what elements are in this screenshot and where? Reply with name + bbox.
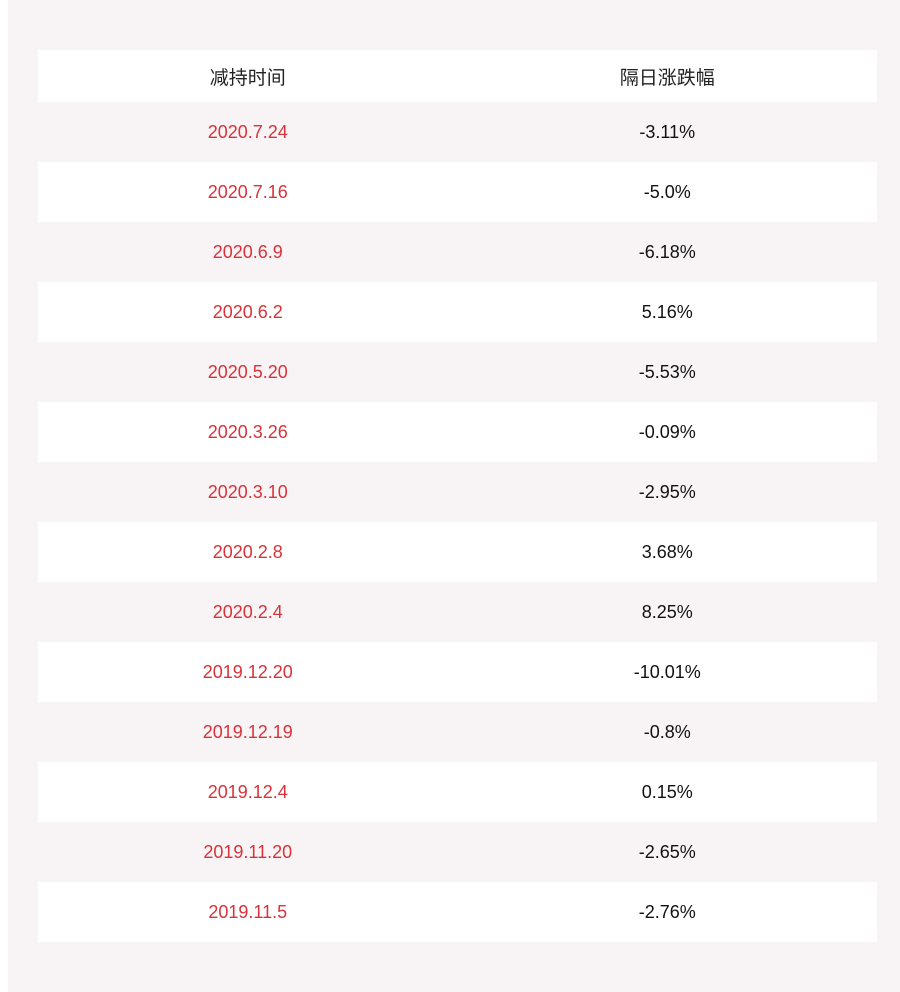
header-next-day-change: 隔日涨跌幅: [619, 66, 715, 89]
reduction-date: 2019.11.20: [203, 841, 293, 862]
next-day-change: -0.09%: [638, 421, 696, 442]
table-row: 2019.11.5 -2.76%: [38, 882, 877, 942]
reduction-date: 2019.12.20: [202, 661, 293, 682]
table-header: 减持时间 隔日涨跌幅: [38, 50, 877, 102]
reduction-date: 2020.3.10: [207, 481, 288, 502]
table-row: 2020.6.2 5.16%: [38, 282, 877, 342]
reduction-date: 2020.5.20: [207, 361, 288, 382]
next-day-change: 0.15%: [641, 781, 693, 802]
next-day-change: -2.65%: [638, 841, 696, 862]
reduction-date: 2019.11.5: [208, 901, 288, 922]
next-day-change: -3.11%: [639, 121, 696, 142]
table-row: 2019.12.19 -0.8%: [38, 702, 877, 762]
next-day-change: 3.68%: [641, 541, 693, 562]
next-day-change: -0.8%: [643, 721, 691, 742]
content-panel: 减持时间 隔日涨跌幅 2020.7.24 -3.11% 2020.7.16 -5.0%…: [8, 0, 900, 992]
table-row: 2020.3.10 -2.95%: [38, 462, 877, 522]
next-day-change: -2.95%: [638, 481, 696, 502]
table-row: 2020.3.26 -0.09%: [38, 402, 877, 462]
next-day-change: -10.01%: [633, 661, 701, 682]
reduction-date: 2020.6.9: [212, 241, 283, 262]
reduction-date: 2019.12.4: [207, 781, 288, 802]
next-day-change: -2.76%: [638, 901, 696, 922]
next-day-change: 5.16%: [641, 301, 693, 322]
table-row: 2019.12.4 0.15%: [38, 762, 877, 822]
next-day-change: 8.25%: [641, 601, 693, 622]
next-day-change: -6.18%: [638, 241, 696, 262]
reduction-date: 2020.2.4: [212, 601, 283, 622]
next-day-change: -5.53%: [638, 361, 696, 382]
header-reduction-time: 减持时间: [209, 66, 286, 89]
table-row: 2020.2.4 8.25%: [38, 582, 877, 642]
table-row: 2020.6.9 -6.18%: [38, 222, 877, 282]
reduction-date: 2020.2.8: [212, 541, 283, 562]
reduction-date: 2019.12.19: [202, 721, 293, 742]
table-row: 2020.2.8 3.68%: [38, 522, 877, 582]
next-day-change: -5.0%: [643, 181, 691, 202]
reduction-date: 2020.7.16: [207, 181, 288, 202]
table-row: 2019.11.20 -2.65%: [38, 822, 877, 882]
reduction-date: 2020.3.26: [207, 421, 288, 442]
table-row: 2020.5.20 -5.53%: [38, 342, 877, 402]
table-row: 2019.12.20 -10.01%: [38, 642, 877, 702]
table-row: 2020.7.24 -3.11%: [38, 102, 877, 162]
reduction-date: 2020.7.24: [207, 121, 288, 142]
reduction-table: 减持时间 隔日涨跌幅 2020.7.24 -3.11% 2020.7.16 -5.0%…: [38, 50, 877, 942]
reduction-date: 2020.6.2: [212, 301, 283, 322]
table-row: 2020.7.16 -5.0%: [38, 162, 877, 222]
